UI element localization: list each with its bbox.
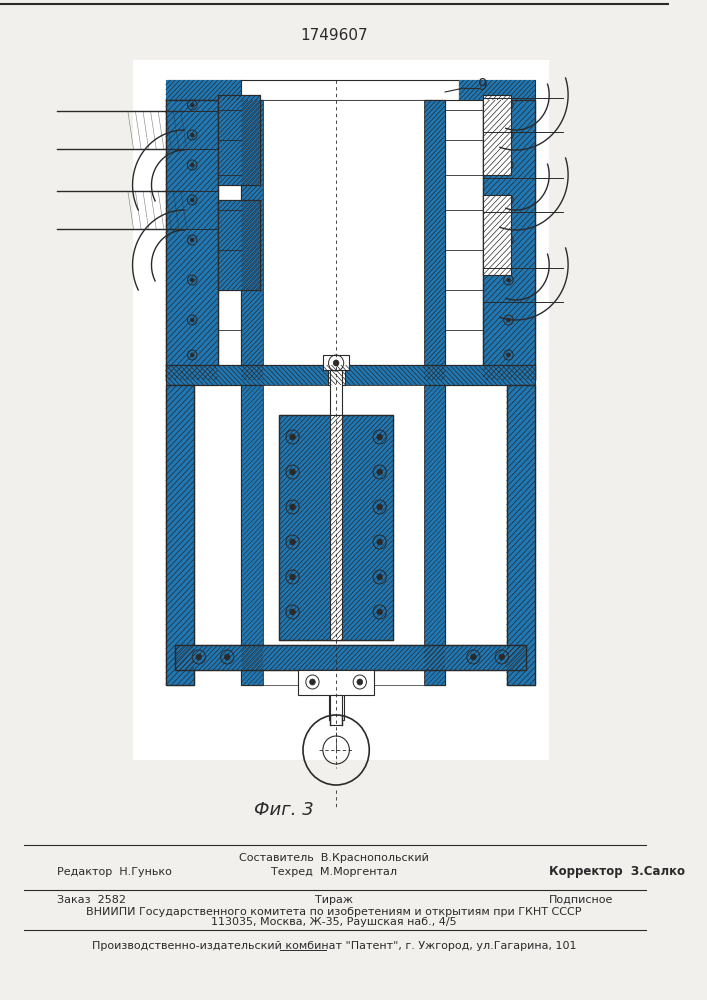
Circle shape [190,353,194,357]
Text: Корректор  З.Салко: Корректор З.Салко [549,865,685,879]
Circle shape [290,574,296,580]
Circle shape [377,609,382,615]
Polygon shape [460,80,535,100]
Polygon shape [165,80,242,100]
Text: Составитель  В.Краснопольский: Составитель В.Краснопольский [239,853,429,863]
Circle shape [190,198,194,202]
Text: ВНИИПИ Государственного комитета по изобретениям и открытиям при ГКНТ СССР: ВНИИПИ Государственного комитета по изоб… [86,907,582,917]
Polygon shape [424,100,445,380]
Polygon shape [165,100,218,380]
Polygon shape [165,385,194,685]
Circle shape [507,133,510,137]
Polygon shape [242,385,263,685]
Circle shape [190,278,194,282]
Polygon shape [298,670,374,695]
Polygon shape [424,385,445,685]
Circle shape [377,539,382,545]
Polygon shape [263,385,424,685]
Polygon shape [330,695,341,725]
Circle shape [357,679,363,685]
Circle shape [290,469,296,475]
Polygon shape [132,60,549,760]
Polygon shape [242,80,460,100]
Circle shape [499,654,505,660]
Circle shape [290,539,296,545]
Polygon shape [165,100,218,380]
Circle shape [377,434,382,440]
Polygon shape [279,415,393,640]
Polygon shape [507,385,535,685]
Circle shape [290,434,296,440]
Polygon shape [218,95,260,185]
Text: Редактор  Н.Гунько: Редактор Н.Гунько [57,867,172,877]
Circle shape [290,504,296,510]
Circle shape [190,238,194,242]
Text: 113035, Москва, Ж-35, Раушская наб., 4/5: 113035, Москва, Ж-35, Раушская наб., 4/5 [211,917,457,927]
Circle shape [507,318,510,322]
Polygon shape [460,80,535,100]
Circle shape [190,318,194,322]
Polygon shape [165,365,535,385]
Polygon shape [424,100,445,380]
Text: Техред  М.Моргентал: Техред М.Моргентал [271,867,397,877]
Polygon shape [218,95,260,185]
Polygon shape [242,385,263,685]
Polygon shape [483,100,535,380]
Polygon shape [327,365,344,385]
Polygon shape [242,100,263,380]
Circle shape [377,574,382,580]
Circle shape [507,198,510,202]
Circle shape [224,654,230,660]
Text: Производственно-издательский комбинат "Патент", г. Ужгород, ул.Гагарина, 101: Производственно-издательский комбинат "П… [92,941,576,951]
Circle shape [507,278,510,282]
Polygon shape [483,195,511,275]
Text: 1749607: 1749607 [300,28,368,43]
Polygon shape [507,385,535,685]
Polygon shape [329,670,344,720]
Polygon shape [330,415,341,640]
Polygon shape [165,365,535,385]
Polygon shape [330,365,341,415]
Polygon shape [424,385,445,685]
Circle shape [507,103,510,107]
Circle shape [190,163,194,167]
Polygon shape [279,415,393,640]
Text: Фиг. 3: Фиг. 3 [255,801,314,819]
Circle shape [333,360,339,366]
Polygon shape [323,355,349,370]
Polygon shape [165,385,194,685]
Circle shape [310,679,315,685]
Circle shape [290,609,296,615]
Polygon shape [483,100,535,380]
Circle shape [377,504,382,510]
Text: 9: 9 [478,79,488,94]
Polygon shape [218,200,260,290]
Circle shape [190,103,194,107]
Text: Заказ  2582: Заказ 2582 [57,895,126,905]
Polygon shape [175,645,525,670]
Polygon shape [242,100,263,380]
Circle shape [377,469,382,475]
Circle shape [196,654,201,660]
Circle shape [471,654,477,660]
Text: Тираж: Тираж [315,895,354,905]
Circle shape [507,163,510,167]
Text: Подписное: Подписное [549,895,614,905]
Circle shape [507,353,510,357]
Polygon shape [175,645,525,670]
Circle shape [190,133,194,137]
Polygon shape [483,95,511,175]
Polygon shape [218,200,260,290]
Polygon shape [263,100,424,380]
Circle shape [507,238,510,242]
Polygon shape [165,80,242,100]
